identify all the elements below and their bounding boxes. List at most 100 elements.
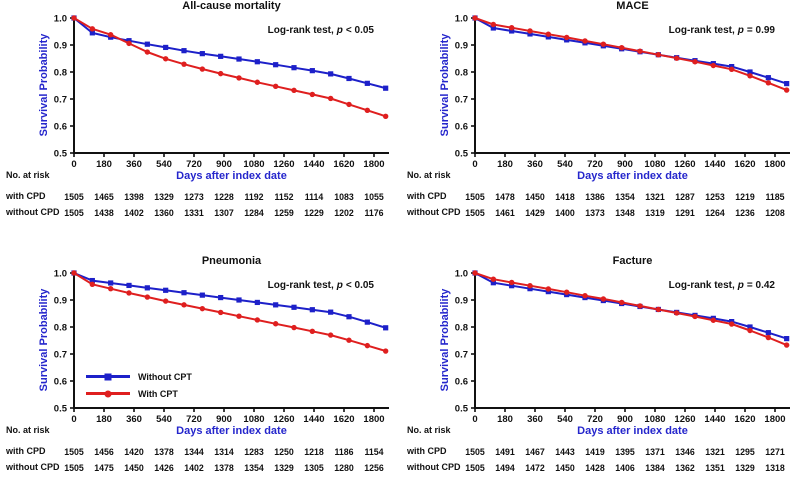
logrank-annotation: Log-rank test, p < 0.05 [268, 280, 374, 291]
x-tick-label: 1260 [674, 414, 695, 425]
x-tick-label: 1440 [704, 414, 725, 425]
x-tick-label: 540 [156, 159, 172, 170]
risk-value: 1114 [305, 192, 324, 202]
risk-value: 1494 [495, 463, 515, 473]
risk-value: 1185 [765, 192, 784, 202]
x-tick-label: 1620 [333, 159, 354, 170]
risk-value: 1450 [555, 463, 575, 473]
marker-without-cpt [236, 297, 242, 303]
marker-with-cpt [346, 101, 352, 108]
x-axis-label: Days after index date [176, 425, 287, 437]
marker-with-cpt [545, 31, 552, 37]
y-tick-label: 1.0 [455, 268, 468, 279]
risk-value: 1344 [184, 447, 204, 457]
marker-with-cpt [309, 328, 316, 335]
y-axis-label: Survival Probability [38, 33, 50, 137]
risk-value: 1256 [364, 463, 384, 473]
risk-value: 1250 [274, 447, 294, 457]
panel-mace: 1.0 0.9 0.8 0.7 0.6 0.5 0 180 360 540 720 900 1080 12… [401, 0, 802, 240]
panel-title: Pneumonia [201, 255, 262, 267]
y-tick-label: 0.7 [54, 94, 67, 105]
risk-value: 1456 [94, 447, 114, 457]
x-tick-label: 1800 [363, 159, 384, 170]
marker-with-cpt [710, 317, 717, 323]
risk-value: 1420 [124, 447, 144, 457]
marker-with-cpt [236, 313, 242, 319]
logrank-p-value: < 0.05 [345, 280, 374, 291]
legend: Without CPT With CPT [86, 368, 192, 402]
y-tick-label: 0.5 [54, 148, 68, 159]
logrank-prefix: Log-rank test, [267, 25, 334, 36]
marker-with-cpt [673, 310, 680, 316]
legend-label-without-cpt: Without CPT [138, 371, 192, 382]
x-axis-label: Days after index date [577, 425, 688, 437]
marker-with-cpt [655, 306, 662, 313]
marker-with-cpt [89, 26, 96, 32]
marker-without-cpt [273, 62, 279, 68]
marker-with-cpt [747, 73, 753, 79]
marker-without-cpt [144, 41, 150, 47]
y-tick-label: 0.6 [455, 376, 468, 387]
risk-value: 1505 [64, 192, 84, 202]
marker-with-cpt [309, 91, 316, 98]
logrank-annotation: Log-rank test, p < 0.05 [268, 25, 374, 36]
risk-value: 1055 [364, 192, 384, 202]
x-tick-label: 900 [617, 159, 633, 170]
risk-value: 1321 [645, 192, 665, 202]
marker-without-cpt [236, 56, 242, 62]
marker-with-cpt [582, 38, 588, 44]
x-tick-label: 720 [587, 159, 603, 170]
risk-value: 1346 [675, 447, 695, 457]
y-tick-label: 0.9 [455, 295, 468, 306]
risk-value: 1228 [214, 192, 234, 202]
marker-with-cpt [600, 41, 607, 47]
curve-with-cpt [73, 272, 386, 352]
risk-value: 1378 [214, 463, 234, 473]
risk-value: 1472 [525, 463, 545, 473]
x-axis-label: Days after index date [176, 170, 287, 182]
marker-with-cpt [126, 40, 132, 47]
marker-with-cpt [236, 75, 242, 81]
logrank-annotation: Log-rank test, p = 0.99 [669, 25, 775, 36]
risk-table-header: No. at risk [407, 425, 451, 435]
risk-value: 1283 [244, 447, 264, 457]
risk-value: 1314 [214, 447, 234, 457]
risk-value: 1360 [154, 208, 174, 218]
risk-value: 1271 [765, 447, 785, 457]
risk-table-header: No. at risk [6, 425, 50, 435]
x-tick-label: 180 [497, 414, 513, 425]
marker-with-cpt [382, 113, 389, 119]
panel-title: All-cause mortality [182, 0, 281, 12]
y-tick-label: 0.9 [54, 40, 67, 51]
y-tick-label: 0.6 [54, 121, 67, 132]
marker-with-cpt [254, 317, 261, 323]
x-tick-label: 360 [126, 159, 142, 170]
marker-with-cpt [162, 298, 169, 304]
risk-value: 1287 [675, 192, 695, 202]
x-tick-label: 180 [96, 414, 112, 425]
curve-without-cpt [73, 272, 386, 329]
risk-value: 1295 [735, 447, 755, 457]
marker-with-cpt [291, 324, 297, 331]
marker-with-cpt [291, 87, 297, 94]
x-tick-label: 540 [156, 414, 172, 425]
curve-with-cpt [474, 17, 788, 92]
km-plot-svg: 1.0 0.9 0.8 0.7 0.6 0.50 180 360 540 720 900 1080 12… [54, 268, 389, 473]
marker-without-cpt [309, 68, 315, 74]
marker-with-cpt [545, 286, 552, 292]
risk-value: 1354 [244, 463, 264, 473]
risk-value: 1154 [364, 447, 383, 457]
marker-with-cpt [364, 107, 371, 114]
risk-value: 1186 [334, 447, 353, 457]
marker-with-cpt [272, 321, 279, 327]
marker-with-cpt [582, 292, 588, 299]
marker-with-cpt [527, 282, 533, 289]
y-tick-label: 1.0 [54, 13, 67, 24]
y-tick-label: 0.6 [455, 121, 468, 132]
x-tick-label: 720 [587, 414, 603, 425]
risk-value: 1450 [124, 463, 144, 473]
x-tick-label: 720 [186, 159, 202, 170]
marker-with-cpt [472, 270, 478, 276]
risk-value: 1505 [465, 208, 485, 218]
